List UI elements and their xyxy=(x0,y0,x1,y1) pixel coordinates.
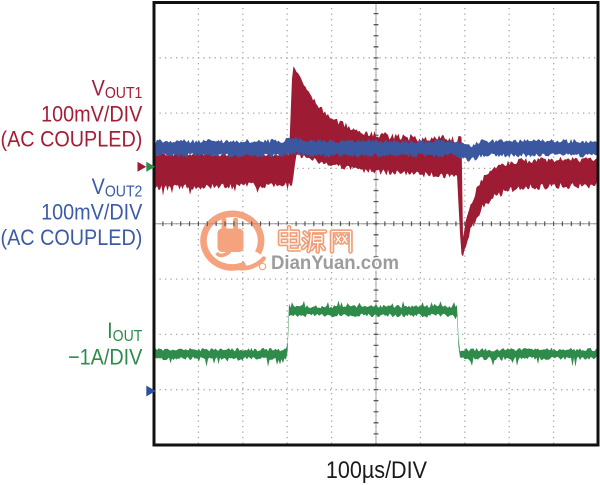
svg-text:100mV/DIV: 100mV/DIV xyxy=(41,200,143,224)
svg-text:VOUT2: VOUT2 xyxy=(92,175,143,201)
svg-text:−1A/DIV: −1A/DIV xyxy=(68,345,143,369)
svg-text:(AC COUPLED): (AC COUPLED) xyxy=(0,127,142,151)
svg-text:VOUT1: VOUT1 xyxy=(92,76,143,102)
svg-text:IOUT: IOUT xyxy=(107,319,142,345)
svg-text:100mV/DIV: 100mV/DIV xyxy=(41,102,143,126)
svg-text:(AC COUPLED): (AC COUPLED) xyxy=(0,226,142,250)
svg-text:DianYuan.com: DianYuan.com xyxy=(271,252,399,273)
svg-text:100µs/DIV: 100µs/DIV xyxy=(326,456,428,484)
